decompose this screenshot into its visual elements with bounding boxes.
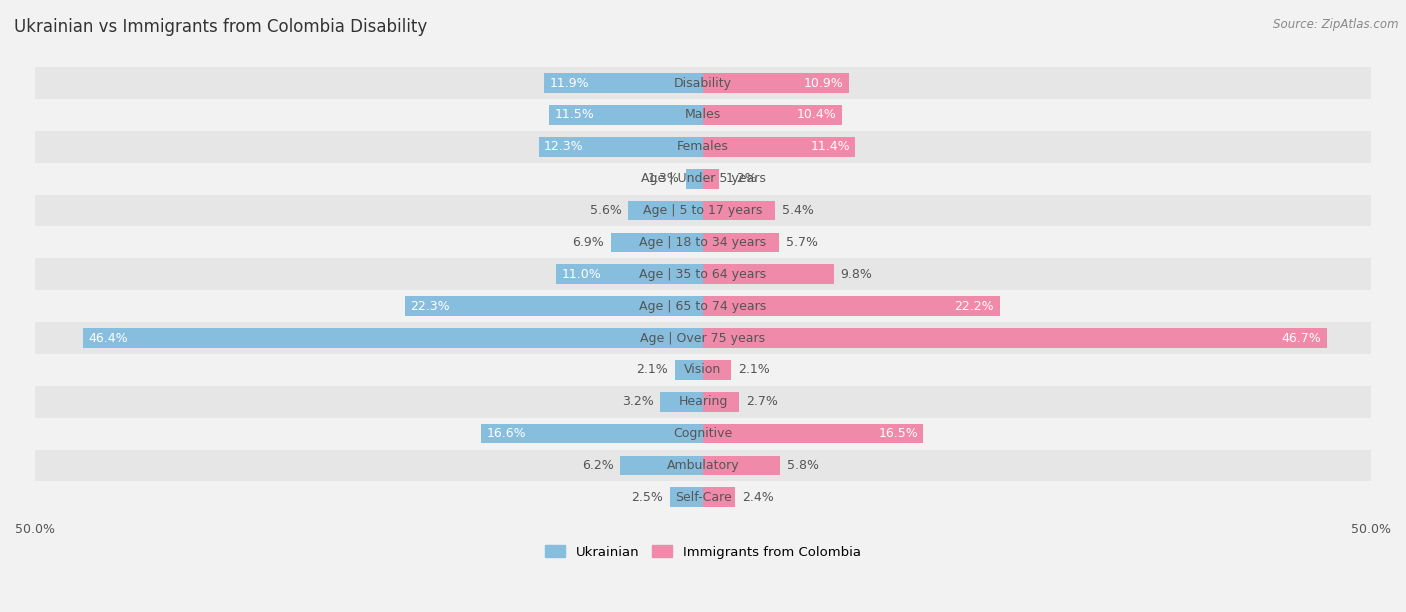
Text: Age | 65 to 74 years: Age | 65 to 74 years bbox=[640, 300, 766, 313]
Text: 10.9%: 10.9% bbox=[804, 76, 844, 89]
Bar bbox=[35, 226, 1371, 258]
Bar bbox=[628, 201, 703, 220]
Bar bbox=[35, 386, 1371, 417]
Text: Age | 35 to 64 years: Age | 35 to 64 years bbox=[640, 268, 766, 281]
Bar bbox=[481, 424, 703, 444]
Text: 6.9%: 6.9% bbox=[572, 236, 605, 249]
Bar bbox=[703, 169, 718, 188]
Bar bbox=[35, 354, 1371, 386]
Text: 46.4%: 46.4% bbox=[89, 332, 128, 345]
Text: 10.4%: 10.4% bbox=[797, 108, 837, 121]
Bar bbox=[703, 264, 834, 284]
Text: Vision: Vision bbox=[685, 364, 721, 376]
Text: Source: ZipAtlas.com: Source: ZipAtlas.com bbox=[1274, 18, 1399, 31]
Bar bbox=[550, 105, 703, 125]
Text: Age | 18 to 34 years: Age | 18 to 34 years bbox=[640, 236, 766, 249]
Text: 2.4%: 2.4% bbox=[742, 491, 773, 504]
Text: 5.6%: 5.6% bbox=[589, 204, 621, 217]
Legend: Ukrainian, Immigrants from Colombia: Ukrainian, Immigrants from Colombia bbox=[540, 540, 866, 564]
Bar bbox=[35, 258, 1371, 290]
Text: 1.3%: 1.3% bbox=[647, 172, 679, 185]
Text: 16.6%: 16.6% bbox=[486, 427, 526, 440]
Text: 11.5%: 11.5% bbox=[555, 108, 595, 121]
Text: 46.7%: 46.7% bbox=[1282, 332, 1322, 345]
Text: Age | 5 to 17 years: Age | 5 to 17 years bbox=[644, 204, 762, 217]
Bar bbox=[703, 392, 740, 412]
Bar bbox=[669, 487, 703, 507]
Bar bbox=[83, 328, 703, 348]
Bar bbox=[703, 296, 1000, 316]
Text: 2.7%: 2.7% bbox=[745, 395, 778, 408]
Bar bbox=[703, 137, 855, 157]
Text: 22.2%: 22.2% bbox=[955, 300, 994, 313]
Text: Ambulatory: Ambulatory bbox=[666, 459, 740, 472]
Bar bbox=[35, 482, 1371, 513]
Bar bbox=[703, 328, 1327, 348]
Text: 5.8%: 5.8% bbox=[787, 459, 820, 472]
Bar bbox=[35, 195, 1371, 226]
Bar bbox=[703, 360, 731, 379]
Bar bbox=[703, 455, 780, 476]
Text: 6.2%: 6.2% bbox=[582, 459, 613, 472]
Text: 12.3%: 12.3% bbox=[544, 140, 583, 154]
Bar bbox=[675, 360, 703, 379]
Bar bbox=[544, 73, 703, 93]
Text: 11.0%: 11.0% bbox=[561, 268, 602, 281]
Text: Age | Under 5 years: Age | Under 5 years bbox=[641, 172, 765, 185]
Bar bbox=[35, 290, 1371, 322]
Bar bbox=[35, 322, 1371, 354]
Bar bbox=[703, 424, 924, 444]
Text: 9.8%: 9.8% bbox=[841, 268, 873, 281]
Bar bbox=[405, 296, 703, 316]
Bar bbox=[35, 417, 1371, 450]
Text: 2.5%: 2.5% bbox=[631, 491, 662, 504]
Text: Females: Females bbox=[678, 140, 728, 154]
Text: 11.4%: 11.4% bbox=[810, 140, 851, 154]
Bar bbox=[620, 455, 703, 476]
Bar bbox=[703, 233, 779, 252]
Bar bbox=[661, 392, 703, 412]
Text: Hearing: Hearing bbox=[678, 395, 728, 408]
Bar bbox=[555, 264, 703, 284]
Bar bbox=[703, 73, 849, 93]
Bar bbox=[35, 163, 1371, 195]
Text: 22.3%: 22.3% bbox=[411, 300, 450, 313]
Bar bbox=[35, 99, 1371, 131]
Bar bbox=[686, 169, 703, 188]
Bar bbox=[538, 137, 703, 157]
Text: Age | Over 75 years: Age | Over 75 years bbox=[641, 332, 765, 345]
Text: Self-Care: Self-Care bbox=[675, 491, 731, 504]
Text: 16.5%: 16.5% bbox=[879, 427, 918, 440]
Text: 5.4%: 5.4% bbox=[782, 204, 814, 217]
Bar bbox=[610, 233, 703, 252]
Text: 5.7%: 5.7% bbox=[786, 236, 818, 249]
Text: 1.2%: 1.2% bbox=[725, 172, 758, 185]
Bar bbox=[35, 450, 1371, 482]
Bar bbox=[703, 487, 735, 507]
Text: Males: Males bbox=[685, 108, 721, 121]
Text: Disability: Disability bbox=[673, 76, 733, 89]
Text: 2.1%: 2.1% bbox=[637, 364, 668, 376]
Bar bbox=[35, 67, 1371, 99]
Bar bbox=[703, 201, 775, 220]
Bar bbox=[35, 131, 1371, 163]
Text: Ukrainian vs Immigrants from Colombia Disability: Ukrainian vs Immigrants from Colombia Di… bbox=[14, 18, 427, 36]
Text: Cognitive: Cognitive bbox=[673, 427, 733, 440]
Text: 11.9%: 11.9% bbox=[550, 76, 589, 89]
Bar bbox=[703, 105, 842, 125]
Text: 2.1%: 2.1% bbox=[738, 364, 769, 376]
Text: 3.2%: 3.2% bbox=[621, 395, 654, 408]
